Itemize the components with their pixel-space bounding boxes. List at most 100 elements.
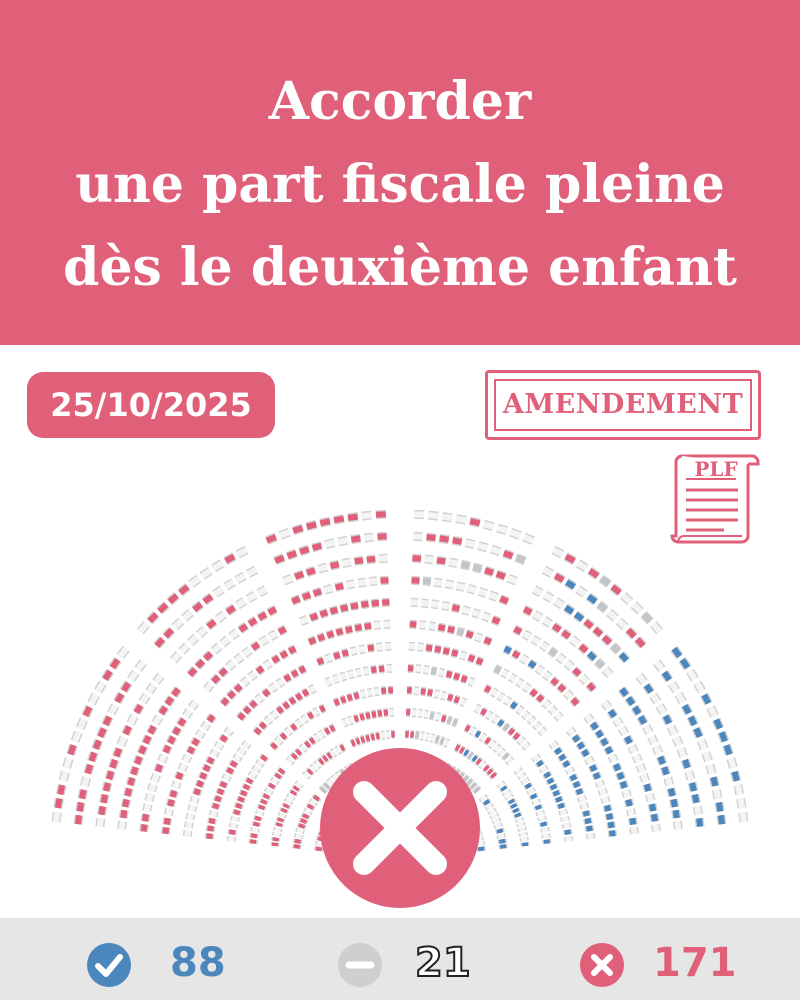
hemicycle-seat	[521, 777, 529, 785]
hemicycle-seat	[557, 683, 567, 693]
hemicycle-seat	[554, 712, 563, 721]
hemicycle-seat	[518, 772, 526, 780]
hemicycle-seat	[353, 692, 360, 700]
hemicycle-seat	[145, 793, 154, 802]
hemicycle-seat	[631, 602, 643, 614]
hemicycle-seat	[501, 669, 510, 678]
hemicycle-seat	[512, 732, 521, 740]
hemicycle-seat	[366, 556, 376, 563]
hemicycle-seat	[324, 539, 336, 548]
hemicycle-seat	[565, 579, 576, 590]
hemicycle-seat	[167, 593, 179, 605]
hemicycle-seat	[563, 822, 570, 829]
hemicycle-seat	[469, 782, 477, 790]
hemicycle-seat	[122, 798, 130, 808]
hemicycle-seat	[213, 586, 225, 597]
hemicycle-seat	[187, 667, 198, 677]
hemicycle-seat	[419, 621, 427, 629]
hemicycle-seat	[146, 683, 157, 694]
hemicycle-seat	[417, 710, 423, 717]
hemicycle-seat	[262, 688, 271, 698]
hemicycle-seat	[456, 582, 466, 591]
hemicycle-seat	[267, 606, 278, 616]
hemicycle-seat	[375, 732, 380, 740]
hemicycle-seat	[564, 553, 576, 564]
hemicycle-seat	[120, 809, 128, 819]
hemicycle-seat	[172, 780, 181, 789]
hemicycle-seat	[246, 567, 258, 577]
hemicycle-seat	[430, 667, 438, 675]
hemicycle-seat	[316, 657, 325, 666]
hemicycle-seat	[327, 778, 335, 787]
hemicycle-seat	[542, 617, 553, 627]
votes-for-count: 88	[170, 940, 226, 986]
hemicycle-seat	[496, 525, 508, 534]
hemicycle-seat	[271, 777, 279, 785]
hemicycle-seat	[532, 611, 543, 621]
hemicycle-seat	[270, 742, 278, 750]
hemicycle-seat	[339, 696, 347, 704]
hemicycle-seat	[227, 690, 236, 700]
hemicycle-seat	[542, 833, 550, 839]
hemicycle-seat	[206, 619, 217, 630]
hemicycle-seat	[589, 764, 598, 773]
hemicycle-seat	[616, 618, 628, 630]
hemicycle-seat	[294, 571, 305, 580]
hemicycle-seat	[429, 734, 435, 742]
hemicycle-seat	[231, 815, 239, 822]
hemicycle-seat	[534, 804, 542, 811]
hemicycle-seat	[210, 810, 218, 817]
votes-against-count: 171	[653, 940, 737, 986]
hemicycle-seat	[220, 697, 230, 707]
hemicycle-seat	[713, 718, 723, 730]
hemicycle-seat	[142, 734, 152, 745]
hemicycle-seat	[474, 730, 482, 738]
hemicycle-seat	[516, 817, 523, 823]
hemicycle-seat	[77, 718, 87, 730]
hemicycle-seat	[601, 700, 612, 710]
hemicycle-seat	[612, 763, 622, 772]
hemicycle-seat	[698, 739, 708, 750]
hemicycle-seat	[157, 602, 169, 614]
hemicycle-seat	[202, 593, 214, 605]
hemicycle-seat	[576, 560, 588, 571]
hemicycle-seat	[609, 754, 618, 763]
hemicycle-seat	[596, 601, 608, 613]
hemicycle-seat	[376, 643, 383, 651]
hemicycle-seat	[192, 601, 204, 613]
hemicycle-seat	[346, 580, 355, 589]
hemicycle-seat	[536, 694, 545, 703]
hemicycle-seat	[433, 579, 443, 587]
hemicycle-seat	[260, 798, 268, 805]
hemicycle-seat	[334, 746, 342, 754]
hemicycle-seat	[581, 748, 590, 758]
hemicycle-seat	[717, 814, 725, 825]
hemicycle-seat	[208, 817, 216, 825]
hemicycle-seat	[461, 606, 471, 615]
hemicycle-seat	[288, 696, 297, 705]
hemicycle-seat	[359, 713, 365, 721]
hemicycle-seat	[460, 675, 468, 683]
hemicycle-seat	[226, 766, 234, 775]
hemicycle-seat	[309, 799, 317, 806]
hemicycle-seat	[335, 628, 344, 636]
hemicycle-seat	[206, 756, 215, 765]
hemicycle-seat	[459, 698, 467, 706]
hemicycle-seat	[347, 716, 354, 725]
hemicycle-seat	[442, 647, 451, 655]
hemicycle-seat	[63, 757, 73, 769]
hemicycle-seat	[563, 604, 575, 615]
hemicycle-seat	[451, 604, 461, 612]
hemicycle-seat	[214, 795, 222, 803]
hemicycle-seat	[361, 512, 372, 520]
hemicycle-seat	[360, 600, 369, 608]
hemicycle-seat	[490, 813, 498, 820]
hemicycle-seat	[458, 746, 466, 754]
hemicycle-seat	[600, 737, 609, 747]
hemicycle-seat	[491, 616, 501, 625]
hemicycle-seat	[689, 782, 697, 792]
hemicycle-seat	[668, 725, 678, 736]
hemicycle-seat	[171, 652, 182, 663]
hemicycle-seat	[220, 636, 231, 647]
hemicycle-seat	[134, 755, 143, 765]
